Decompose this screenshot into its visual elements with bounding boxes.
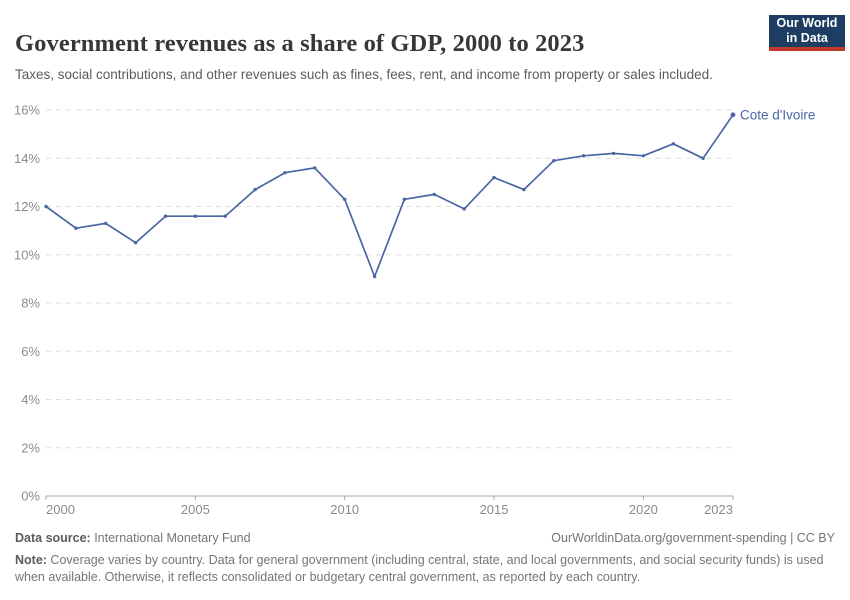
data-point [133,241,138,245]
y-axis-label: 14% [14,151,40,166]
data-point [44,204,48,209]
data-point [552,159,556,163]
data-point [432,192,436,197]
owid-logo[interactable]: Our World in Data [769,15,845,51]
x-axis-label: 2020 [629,502,658,517]
y-axis-label: 8% [21,296,40,311]
data-point [402,197,407,201]
data-point [223,214,227,218]
data-point [641,154,646,158]
x-axis-label: 2015 [480,502,509,517]
data-point [74,226,78,230]
x-axis-label: 2023 [704,502,733,517]
chart-note: Note: Coverage varies by country. Data f… [15,553,824,584]
data-point [253,187,257,192]
data-point [492,175,496,180]
data-point [582,154,586,158]
chart-footer: Data source: International Monetary Fund… [15,531,835,586]
data-point [104,221,108,226]
data-point [283,171,287,175]
chart-subtitle: Taxes, social contributions, and other r… [15,66,713,82]
page-title: Government revenues as a share of GDP, 2… [15,30,585,58]
data-point [343,197,347,201]
y-axis-label: 2% [21,440,40,455]
series-label: Cote d'Ivoire [740,107,815,122]
y-axis-label: 6% [21,344,40,359]
data-source: Data source: International Monetary Fund [15,531,251,545]
data-point [671,142,675,146]
x-axis-label: 2010 [330,502,359,517]
x-axis-label: 2000 [46,502,75,517]
data-point [313,166,317,170]
data-point [730,112,736,118]
y-axis-label: 0% [21,489,40,504]
data-point [522,187,526,192]
series-line [45,113,734,278]
owid-logo-text: Our World in Data [776,16,838,45]
data-point [611,151,616,156]
data-point [372,274,377,279]
y-axis-label: 16% [14,103,40,118]
data-point [163,214,168,218]
data-point [462,207,466,211]
owid-license-link[interactable]: OurWorldinData.org/government-spending |… [551,531,835,545]
y-axis-label: 4% [21,392,40,407]
data-point [701,156,705,160]
y-axis-label: 12% [14,199,40,214]
x-axis-label: 2005 [181,502,210,517]
y-axis-label: 10% [14,247,40,262]
data-point [193,214,197,218]
